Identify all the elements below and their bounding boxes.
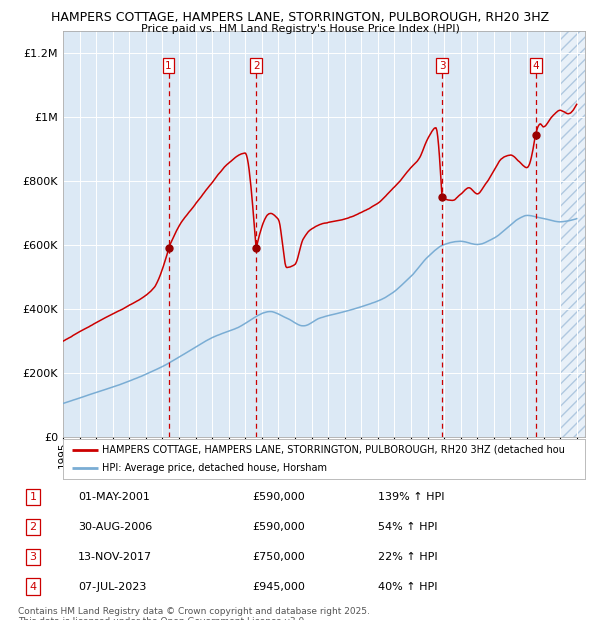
Text: HAMPERS COTTAGE, HAMPERS LANE, STORRINGTON, PULBOROUGH, RH20 3HZ: HAMPERS COTTAGE, HAMPERS LANE, STORRINGT… — [51, 11, 549, 24]
Text: 13-NOV-2017: 13-NOV-2017 — [78, 552, 152, 562]
Text: 3: 3 — [29, 552, 37, 562]
Text: 1: 1 — [165, 61, 172, 71]
Text: 4: 4 — [29, 582, 37, 591]
Text: 54% ↑ HPI: 54% ↑ HPI — [378, 522, 437, 532]
Text: HAMPERS COTTAGE, HAMPERS LANE, STORRINGTON, PULBOROUGH, RH20 3HZ (detached hou: HAMPERS COTTAGE, HAMPERS LANE, STORRINGT… — [102, 445, 565, 454]
Text: Price paid vs. HM Land Registry's House Price Index (HPI): Price paid vs. HM Land Registry's House … — [140, 24, 460, 33]
Text: 07-JUL-2023: 07-JUL-2023 — [78, 582, 146, 591]
Text: 30-AUG-2006: 30-AUG-2006 — [78, 522, 152, 532]
Text: HPI: Average price, detached house, Horsham: HPI: Average price, detached house, Hors… — [102, 463, 327, 473]
Text: 1: 1 — [29, 492, 37, 502]
Text: 3: 3 — [439, 61, 445, 71]
Text: £945,000: £945,000 — [252, 582, 305, 591]
Bar — [560, 31, 585, 437]
Text: 4: 4 — [532, 61, 539, 71]
Text: £590,000: £590,000 — [252, 492, 305, 502]
Text: Contains HM Land Registry data © Crown copyright and database right 2025.
This d: Contains HM Land Registry data © Crown c… — [18, 607, 370, 620]
Text: 22% ↑ HPI: 22% ↑ HPI — [378, 552, 437, 562]
Text: 2: 2 — [29, 522, 37, 532]
Text: 2: 2 — [253, 61, 260, 71]
Text: £590,000: £590,000 — [252, 522, 305, 532]
Text: 139% ↑ HPI: 139% ↑ HPI — [378, 492, 445, 502]
Text: 01-MAY-2001: 01-MAY-2001 — [78, 492, 150, 502]
Text: £750,000: £750,000 — [252, 552, 305, 562]
Text: 40% ↑ HPI: 40% ↑ HPI — [378, 582, 437, 591]
Bar — [560, 31, 585, 437]
